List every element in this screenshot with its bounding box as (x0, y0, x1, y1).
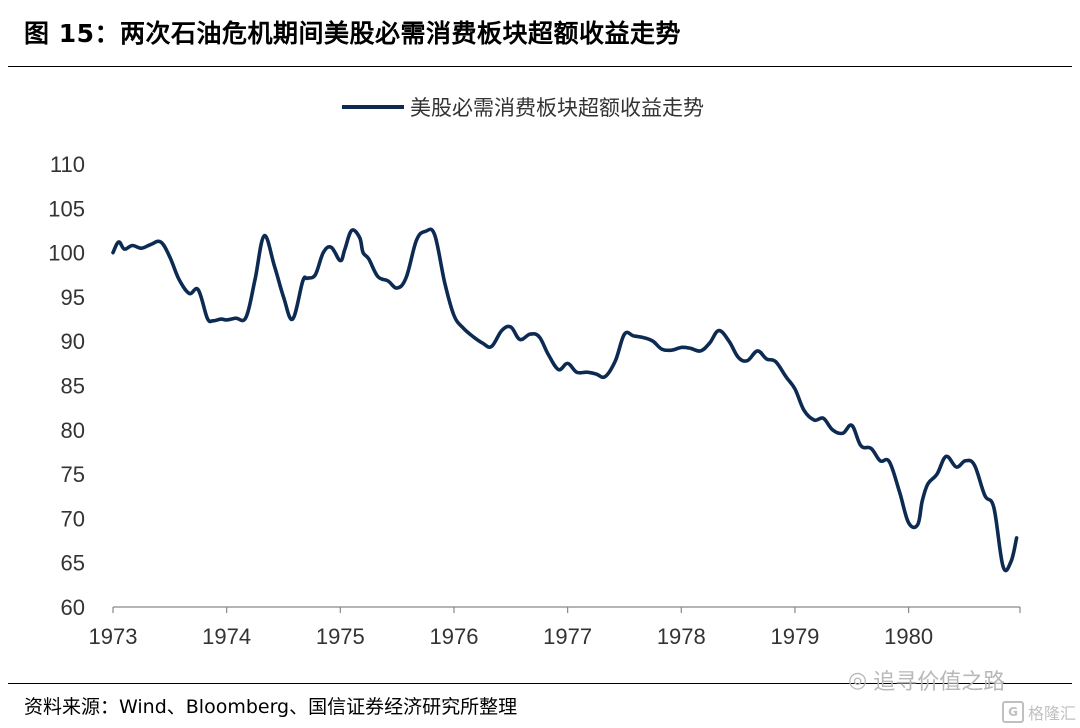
x-tick-label: 1980 (884, 624, 933, 649)
x-tick-label: 1974 (202, 624, 251, 649)
y-tick-label: 65 (61, 551, 85, 576)
source-rule (8, 683, 1072, 684)
watermark: ◎ 追寻价值之路 (848, 664, 1005, 696)
x-tick-label: 1975 (316, 624, 365, 649)
logo-text: 格隆汇 (1028, 704, 1077, 723)
y-tick-label: 85 (61, 374, 85, 399)
y-tick-label: 100 (48, 241, 85, 266)
y-tick-label: 105 (48, 196, 85, 221)
series-group (111, 227, 1019, 573)
x-axis: 1973 1974 1975 1976 1977 1978 1979 1980 (89, 606, 1021, 649)
wechat-icon: ◎ (848, 667, 868, 693)
y-tick-label: 60 (61, 595, 85, 620)
x-tick-label: 1976 (430, 624, 479, 649)
x-tick-label: 1978 (657, 624, 706, 649)
title-underline (8, 66, 1072, 67)
x-tick-label: 1979 (770, 624, 819, 649)
series-line-0 (111, 227, 1019, 573)
y-tick-label: 90 (61, 329, 85, 354)
legend: 美股必需消费板块超额收益走势 (342, 96, 704, 120)
y-tick-label: 110 (50, 152, 85, 177)
logo-icon: G (1002, 701, 1024, 723)
x-tick-label: 1973 (89, 624, 138, 649)
y-tick-label: 70 (61, 506, 85, 531)
x-tick-label: 1977 (543, 624, 592, 649)
y-tick-label: 95 (61, 285, 85, 310)
y-tick-label: 75 (61, 462, 85, 487)
watermark-text: 追寻价值之路 (873, 670, 1006, 695)
legend-label: 美股必需消费板块超额收益走势 (410, 96, 704, 120)
figure-title: 图 15：两次石油危机期间美股必需消费板块超额收益走势 (24, 19, 681, 48)
y-tick-label: 80 (61, 418, 85, 443)
watermark-logo: G 格隆汇 (1002, 700, 1076, 724)
y-axis-labels: 60 65 70 75 80 85 90 95 100 105 110 (48, 152, 85, 620)
source-note: 资料来源：Wind、Bloomberg、国信证券经济研究所整理 (24, 696, 518, 718)
